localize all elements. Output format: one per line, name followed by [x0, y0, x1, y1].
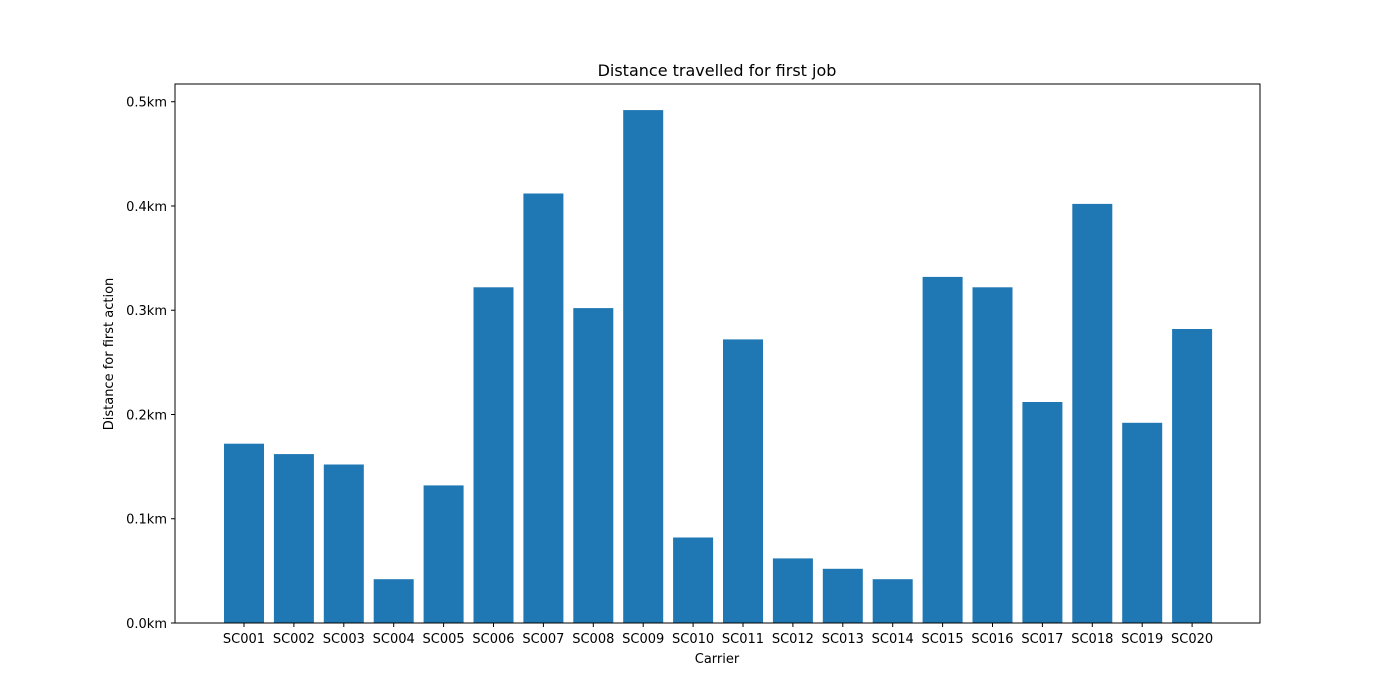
x-tick-label: SC011: [722, 632, 764, 647]
bar-sc007: [523, 193, 564, 623]
x-tick-label: SC006: [472, 632, 514, 647]
x-tick-label: SC017: [1021, 632, 1063, 647]
x-tick-label: SC002: [273, 632, 315, 647]
x-tick-label: SC013: [822, 632, 864, 647]
x-tick-label: SC008: [572, 632, 614, 647]
bar-sc017: [1022, 402, 1063, 623]
plot-frame: [174, 83, 1261, 624]
bar-sc019: [1122, 422, 1163, 623]
bar-sc009: [623, 110, 664, 624]
x-tick-label: SC007: [522, 632, 564, 647]
x-axis: SC001 SC002 SC003 SC004 SC005 SC006 SC007 SC008…: [223, 623, 1213, 647]
bar-sc003: [323, 464, 364, 623]
bar-sc001: [224, 443, 264, 623]
bar-sc011: [723, 339, 763, 623]
x-tick-label: SC020: [1171, 632, 1213, 647]
bar-sc012: [772, 558, 813, 623]
x-tick-label: SC001: [223, 632, 265, 647]
y-axis-label: Distance for first action: [102, 278, 117, 431]
bar-sc008: [573, 308, 614, 623]
x-tick-label: SC005: [423, 632, 465, 647]
bar-sc005: [423, 485, 464, 623]
x-tick-label: SC016: [971, 632, 1013, 647]
y-tick-label: 0.5km: [126, 96, 167, 111]
bar-sc014: [872, 579, 913, 623]
y-axis: 0.0km 0.1km 0.2km 0.3km 0.4km 0.5km: [126, 96, 175, 632]
x-tick-label: SC003: [323, 632, 365, 647]
x-tick-label: SC012: [772, 632, 814, 647]
bar-sc002: [273, 454, 314, 623]
x-tick-label: SC004: [373, 632, 415, 647]
x-tick-label: SC010: [672, 632, 714, 647]
bars-group: [224, 110, 1213, 624]
bar-sc010: [673, 537, 714, 623]
y-tick-label: 0.4km: [126, 200, 167, 215]
chart-title: Distance travelled for first job: [598, 61, 837, 80]
bar-sc015: [922, 276, 963, 623]
y-tick-label: 0.0km: [126, 617, 167, 632]
bar-sc013: [822, 568, 863, 623]
bar-sc006: [473, 287, 514, 623]
bar-sc020: [1172, 329, 1213, 623]
x-tick-label: SC015: [922, 632, 964, 647]
bar-sc004: [373, 579, 414, 623]
x-tick-label: SC018: [1071, 632, 1113, 647]
y-tick-label: 0.3km: [126, 304, 167, 319]
x-axis-label: Carrier: [695, 652, 740, 667]
bar-sc018: [1072, 203, 1113, 623]
x-tick-label: SC009: [622, 632, 664, 647]
y-tick-label: 0.1km: [126, 513, 167, 528]
y-tick-label: 0.2km: [126, 408, 167, 423]
x-tick-label: SC019: [1121, 632, 1163, 647]
bar-sc016: [972, 287, 1013, 623]
x-tick-label: SC014: [872, 632, 914, 647]
